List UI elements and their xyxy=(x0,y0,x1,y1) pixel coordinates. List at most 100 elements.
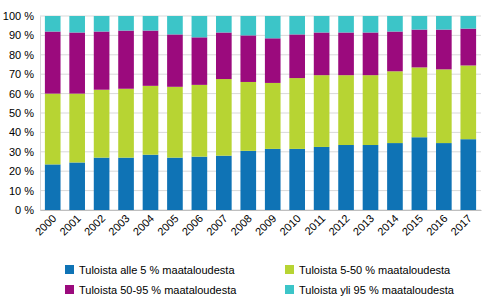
legend-item: Tuloista 5-50 % maataloudesta xyxy=(285,264,451,276)
x-tick: 2004 xyxy=(130,210,156,238)
x-tick-label: 2009 xyxy=(253,212,279,238)
bar xyxy=(412,67,428,137)
bar xyxy=(69,16,85,32)
legend-label: Tuloista alle 5 % maataloudesta xyxy=(79,264,235,276)
bar xyxy=(289,78,305,149)
bar xyxy=(143,16,159,31)
bar xyxy=(192,85,208,157)
bar xyxy=(363,32,379,75)
bar xyxy=(216,156,232,210)
x-tick: 2017 xyxy=(448,210,474,238)
bar xyxy=(314,32,330,75)
bar xyxy=(436,30,452,70)
bar xyxy=(265,38,281,83)
bar xyxy=(45,94,61,165)
legend-label: Tuloista 5-50 % maataloudesta xyxy=(299,264,451,276)
y-tick-label: 0 % xyxy=(15,204,34,216)
x-tick: 2000 xyxy=(33,210,59,238)
x-tick-label: 2005 xyxy=(155,212,181,238)
bar xyxy=(436,143,452,210)
chart: 0 %10 %20 %30 %40 %50 %60 %70 %80 %90 %1… xyxy=(0,0,491,303)
bar xyxy=(363,75,379,145)
bar xyxy=(192,16,208,37)
x-tick: 2009 xyxy=(253,210,279,238)
x-tick-label: 2010 xyxy=(277,212,303,238)
bar xyxy=(460,29,476,66)
y-tick-label: 80 % xyxy=(9,49,34,61)
bars xyxy=(45,16,476,210)
bar xyxy=(94,16,110,32)
y-tick-label: 100 % xyxy=(3,10,34,22)
x-tick-label: 2007 xyxy=(204,212,230,238)
bar xyxy=(69,94,85,163)
legend-swatch xyxy=(285,265,294,274)
x-tick: 2003 xyxy=(106,210,132,238)
bar xyxy=(289,34,305,78)
x-tick: 2007 xyxy=(204,210,230,238)
x-tick-label: 2011 xyxy=(302,212,327,237)
legend-label: Tuloista 50-95 % maataloudesta xyxy=(79,284,237,296)
bar xyxy=(265,16,281,38)
bar xyxy=(460,139,476,210)
y-tick: 100 % xyxy=(3,10,40,22)
y-tick: 30 % xyxy=(9,146,40,158)
y-tick-label: 40 % xyxy=(9,126,34,138)
bar xyxy=(216,32,232,79)
series xyxy=(45,65,476,164)
bar xyxy=(412,137,428,210)
bar xyxy=(167,16,183,34)
bar xyxy=(338,16,354,32)
series xyxy=(45,137,476,210)
legend-swatch xyxy=(285,285,294,294)
bar xyxy=(363,16,379,32)
bar xyxy=(314,147,330,210)
x-tick: 2014 xyxy=(375,210,401,238)
x-tick-label: 2001 xyxy=(57,212,83,238)
x-tick: 2013 xyxy=(351,210,377,238)
x-tick: 2010 xyxy=(277,210,303,238)
bar xyxy=(387,32,403,72)
grid xyxy=(40,16,481,210)
bar xyxy=(338,145,354,210)
bar xyxy=(338,32,354,75)
bar xyxy=(436,69,452,143)
bar xyxy=(460,16,476,29)
bar xyxy=(45,164,61,210)
bar xyxy=(143,31,159,86)
bar xyxy=(192,157,208,210)
bar xyxy=(167,87,183,158)
x-tick-label: 2014 xyxy=(375,212,401,238)
y-tick-label: 30 % xyxy=(9,146,34,158)
legend-label: Tuloista yli 95 % maataloudesta xyxy=(299,284,455,296)
y-tick-label: 50 % xyxy=(9,107,34,119)
bar xyxy=(118,158,134,210)
bar xyxy=(94,32,110,90)
bar xyxy=(387,143,403,210)
y-tick-label: 10 % xyxy=(9,185,34,197)
bar xyxy=(118,16,134,31)
y-tick: 40 % xyxy=(9,126,40,138)
legend-swatch xyxy=(65,265,74,274)
bar xyxy=(69,32,85,93)
x-tick-label: 2003 xyxy=(106,212,132,238)
legend: Tuloista alle 5 % maataloudesta Tuloista … xyxy=(65,264,455,296)
y-tick: 80 % xyxy=(9,49,40,61)
x-tick-label: 2000 xyxy=(33,212,59,238)
plot: 0 %10 %20 %30 %40 %50 %60 %70 %80 %90 %1… xyxy=(3,10,482,238)
series xyxy=(45,16,476,38)
y-tick-label: 70 % xyxy=(9,68,34,80)
bar xyxy=(338,75,354,145)
x-tick-label: 2015 xyxy=(399,212,425,238)
legend-item: Tuloista 50-95 % maataloudesta xyxy=(65,284,237,296)
bar xyxy=(240,151,256,210)
x-tick: 2015 xyxy=(399,210,425,238)
bar xyxy=(192,37,208,85)
bar xyxy=(167,158,183,210)
bar xyxy=(94,158,110,210)
bar xyxy=(314,16,330,32)
x-tick: 2012 xyxy=(326,210,352,238)
legend-swatch xyxy=(65,285,74,294)
bar xyxy=(45,16,61,32)
y-tick-label: 60 % xyxy=(9,88,34,100)
x-tick-label: 2012 xyxy=(326,212,352,238)
